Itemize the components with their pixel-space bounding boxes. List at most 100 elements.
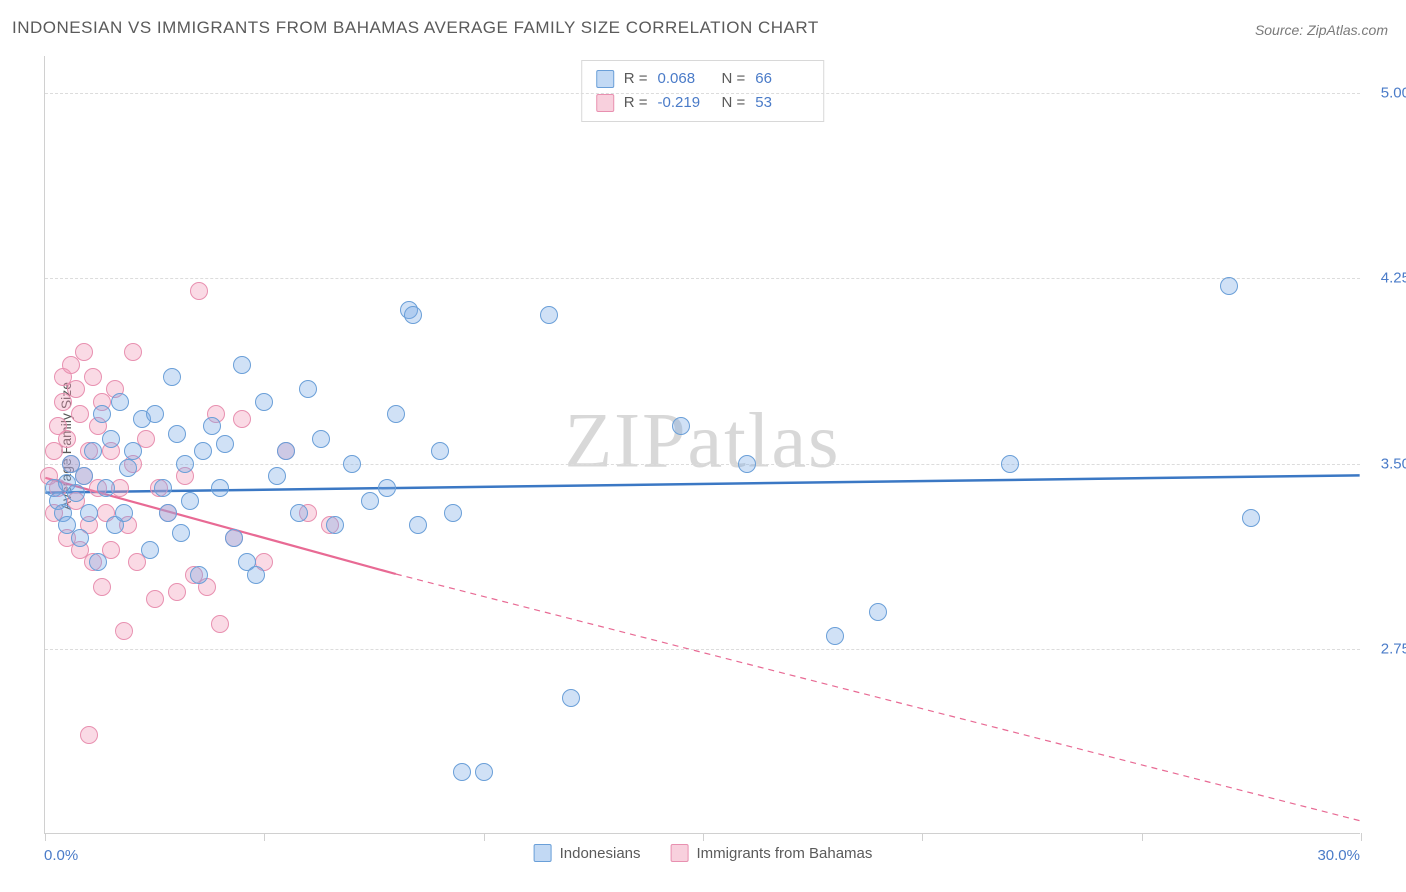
data-point	[146, 590, 164, 608]
gridline	[45, 649, 1360, 650]
watermark-light: atlas	[688, 396, 841, 483]
x-tick	[45, 833, 46, 841]
y-tick-label: 5.00	[1381, 85, 1406, 102]
data-point	[71, 405, 89, 423]
r-label: R =	[624, 67, 648, 91]
data-point	[124, 442, 142, 460]
data-point	[404, 306, 422, 324]
legend-swatch	[671, 844, 689, 862]
n-value: 66	[755, 67, 809, 91]
data-point	[80, 504, 98, 522]
data-point	[1001, 455, 1019, 473]
n-label: N =	[722, 91, 746, 115]
data-point	[247, 566, 265, 584]
data-point	[190, 566, 208, 584]
data-point	[163, 368, 181, 386]
data-point	[255, 393, 273, 411]
trend-lines	[45, 56, 1360, 833]
data-point	[826, 627, 844, 645]
data-point	[277, 442, 295, 460]
x-axis-max-label: 30.0%	[1317, 847, 1360, 864]
data-point	[268, 467, 286, 485]
data-point	[58, 430, 76, 448]
data-point	[119, 459, 137, 477]
data-point	[93, 578, 111, 596]
x-tick	[264, 833, 265, 841]
x-tick	[1142, 833, 1143, 841]
gridline	[45, 93, 1360, 94]
legend-series: Indonesians Immigrants from Bahamas	[534, 844, 873, 862]
data-point	[93, 405, 111, 423]
r-label: R =	[624, 91, 648, 115]
legend-swatch	[596, 70, 614, 88]
data-point	[1220, 277, 1238, 295]
x-tick	[1361, 833, 1362, 841]
data-point	[299, 380, 317, 398]
legend-item: Immigrants from Bahamas	[671, 844, 873, 862]
x-tick	[922, 833, 923, 841]
data-point	[190, 282, 208, 300]
data-point	[115, 622, 133, 640]
data-point	[233, 356, 251, 374]
r-value: 0.068	[658, 67, 712, 91]
data-point	[540, 306, 558, 324]
data-point	[159, 504, 177, 522]
chart-plot-area: ZIPatlas R =0.068N =66R =-0.219N =53 2.7…	[44, 56, 1360, 834]
data-point	[444, 504, 462, 522]
data-point	[326, 516, 344, 534]
legend-stat-row: R =0.068N =66	[596, 67, 810, 91]
data-point	[343, 455, 361, 473]
x-axis-min-label: 0.0%	[44, 847, 78, 864]
gridline	[45, 464, 1360, 465]
legend-stat-row: R =-0.219N =53	[596, 91, 810, 115]
data-point	[378, 479, 396, 497]
gridline	[45, 278, 1360, 279]
data-point	[475, 763, 493, 781]
data-point	[453, 763, 471, 781]
data-point	[211, 615, 229, 633]
data-point	[124, 343, 142, 361]
data-point	[97, 479, 115, 497]
legend-label: Indonesians	[560, 845, 641, 862]
data-point	[67, 380, 85, 398]
data-point	[194, 442, 212, 460]
data-point	[80, 726, 98, 744]
data-point	[84, 368, 102, 386]
legend-item: Indonesians	[534, 844, 641, 862]
data-point	[84, 442, 102, 460]
data-point	[361, 492, 379, 510]
data-point	[71, 529, 89, 547]
y-tick-label: 2.75	[1381, 640, 1406, 657]
data-point	[203, 417, 221, 435]
data-point	[409, 516, 427, 534]
y-tick-label: 3.50	[1381, 455, 1406, 472]
data-point	[738, 455, 756, 473]
data-point	[312, 430, 330, 448]
data-point	[233, 410, 251, 428]
data-point	[225, 529, 243, 547]
data-point	[172, 524, 190, 542]
data-point	[387, 405, 405, 423]
data-point	[216, 435, 234, 453]
data-point	[1242, 509, 1260, 527]
data-point	[869, 603, 887, 621]
data-point	[111, 393, 129, 411]
watermark-bold: ZIP	[565, 396, 688, 483]
data-point	[115, 504, 133, 522]
x-tick	[484, 833, 485, 841]
data-point	[89, 553, 107, 571]
legend-swatch	[534, 844, 552, 862]
chart-title: INDONESIAN VS IMMIGRANTS FROM BAHAMAS AV…	[12, 18, 819, 38]
data-point	[181, 492, 199, 510]
data-point	[67, 484, 85, 502]
legend-label: Immigrants from Bahamas	[697, 845, 873, 862]
data-point	[168, 583, 186, 601]
watermark: ZIPatlas	[565, 395, 841, 485]
source-attribution: Source: ZipAtlas.com	[1255, 22, 1388, 38]
y-tick-label: 4.25	[1381, 270, 1406, 287]
data-point	[75, 343, 93, 361]
data-point	[672, 417, 690, 435]
data-point	[141, 541, 159, 559]
data-point	[431, 442, 449, 460]
data-point	[176, 455, 194, 473]
